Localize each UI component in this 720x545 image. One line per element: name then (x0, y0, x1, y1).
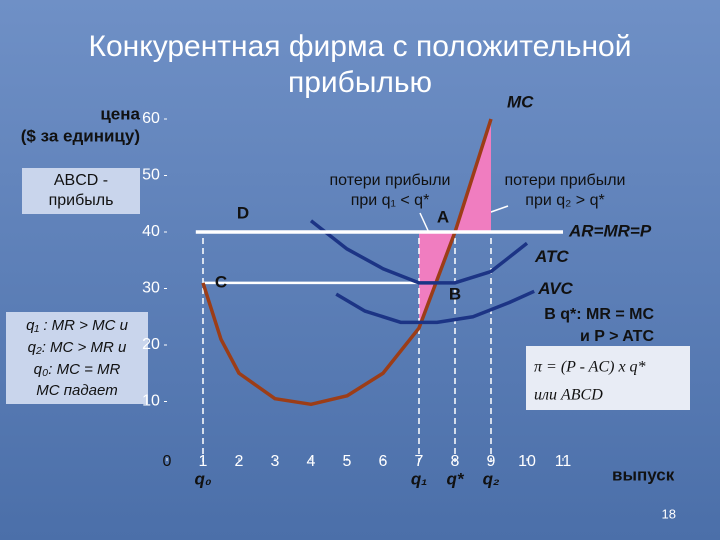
line (201, 118, 493, 407)
y-tick-label: 60 (142, 110, 160, 127)
y-tick-label: 30 (142, 280, 160, 297)
condition: q₀: MC = MR (34, 361, 121, 378)
series-label: MC (507, 92, 534, 111)
series-label: AVC (537, 279, 573, 298)
x-tick-label: 11 (555, 453, 572, 470)
point-label: A (437, 207, 449, 226)
loss-label: потери прибыли (505, 172, 626, 189)
condition: MC падает (36, 382, 117, 399)
x-tick-label: 5 (343, 453, 352, 470)
point-label: B (449, 284, 461, 303)
title: прибылью (288, 66, 432, 99)
y-tick-label: 50 (142, 167, 160, 184)
quantity-label: q₀ (194, 469, 211, 488)
formula: или ABCD (534, 387, 603, 404)
profit-text: прибыль (49, 192, 114, 209)
formula-box (526, 346, 690, 410)
y-tick-label: 10 (142, 393, 160, 410)
x-tick-label: 6 (379, 453, 388, 470)
loss-label: при q₂ > q* (525, 192, 604, 209)
x-tick-label: 3 (271, 453, 280, 470)
y-label: цена (100, 104, 140, 123)
point-label: D (237, 203, 249, 222)
formula: π = (P - AC) x q* (534, 359, 646, 376)
equilibrium-note: B q*: MR = MC (544, 306, 654, 323)
y-tick-label: 40 (142, 223, 160, 240)
point-label: C (215, 272, 227, 291)
x-tick-label: 1 (199, 453, 208, 470)
y-tick-label: 20 (142, 336, 160, 353)
line (335, 289, 535, 325)
line (309, 219, 529, 285)
loss-label: при q₁ < q* (351, 192, 430, 209)
x-tick-label: 10 (518, 453, 536, 470)
profit-text: ABCD - (54, 172, 108, 189)
quantity-label: q* (447, 469, 465, 488)
series-label: AR=MR=P (568, 221, 652, 240)
x-tick-label: 0 (163, 453, 172, 470)
equilibrium-note: и P > ATC (580, 328, 654, 345)
x-tick-label: 4 (307, 453, 316, 470)
loss-label: потери прибыли (330, 172, 451, 189)
plot: q₀ q₁ q* q₂ 10 20 30 40 50 60 0 1 2 3 4 5 6 7 8 9 10 11 MC ATC A… (142, 92, 652, 488)
x-tick-label: 2 (235, 453, 244, 470)
quantity-label: q₁ (411, 469, 427, 488)
x-tick-label: 7 (415, 453, 424, 470)
condition: q₂: MC > MR и (28, 339, 127, 356)
y-label: ($ за единицу) (21, 126, 140, 145)
series-label: ATC (534, 247, 569, 266)
title: Конкурентная фирма с положительной (89, 30, 632, 63)
quantity-label: q₂ (483, 469, 500, 488)
page-number: 18 (662, 506, 676, 521)
x-tick-label: 9 (487, 453, 496, 470)
condition: q₁ : MR > MC и (26, 317, 128, 334)
x-label: выпуск (612, 465, 675, 484)
profit-box (22, 168, 140, 214)
conditions-box (6, 312, 148, 404)
x-tick-label: 8 (451, 453, 460, 470)
